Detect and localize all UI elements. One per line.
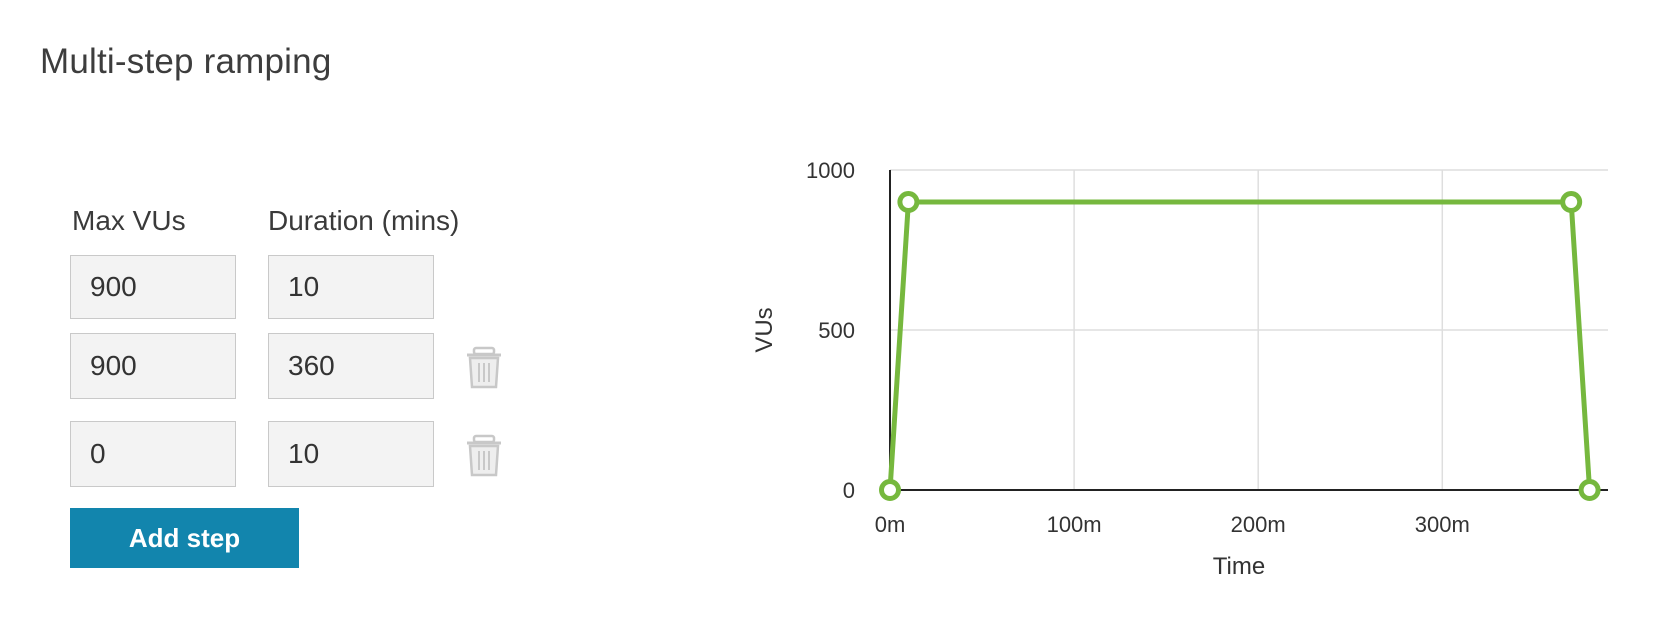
step-3-max-vus-input[interactable] — [70, 421, 236, 487]
data-point[interactable] — [1578, 479, 1601, 501]
vus-series — [879, 191, 1601, 501]
page-title: Multi-step ramping — [40, 42, 332, 81]
x-tick-label: 300m — [1415, 512, 1470, 537]
y-axis-label: VUs — [751, 307, 778, 352]
step-2-delete-icon[interactable] — [464, 346, 504, 390]
step-1-duration-input[interactable] — [268, 255, 434, 319]
chart-axes — [889, 170, 1608, 491]
duration-column-label: Duration (mins) — [268, 205, 460, 236]
x-tick-label: 200m — [1231, 512, 1286, 537]
data-point[interactable] — [1560, 191, 1583, 213]
x-tick-label: 100m — [1047, 512, 1102, 537]
chart-grid — [890, 169, 1608, 490]
x-tick-label: 0m — [875, 512, 906, 537]
step-2-max-vus-input[interactable] — [70, 333, 236, 399]
data-point[interactable] — [897, 191, 920, 213]
series-line — [887, 199, 1593, 491]
y-axis-ticks: 1000 500 0 — [806, 158, 855, 503]
y-tick-label: 1000 — [806, 158, 855, 183]
x-axis-label: Time — [1213, 553, 1265, 580]
add-step-button[interactable]: Add step — [70, 508, 299, 568]
step-1-max-vus-input[interactable] — [70, 255, 236, 319]
step-3-delete-icon[interactable] — [464, 434, 504, 478]
max-vus-column-label: Max VUs — [72, 205, 186, 236]
data-point[interactable] — [879, 479, 901, 501]
step-2-duration-input[interactable] — [268, 333, 434, 399]
x-axis-ticks: 0m 100m 200m 300m — [875, 512, 1470, 537]
y-tick-label: 500 — [818, 318, 855, 343]
step-3-duration-input[interactable] — [268, 421, 434, 487]
y-tick-label: 0 — [843, 478, 855, 503]
